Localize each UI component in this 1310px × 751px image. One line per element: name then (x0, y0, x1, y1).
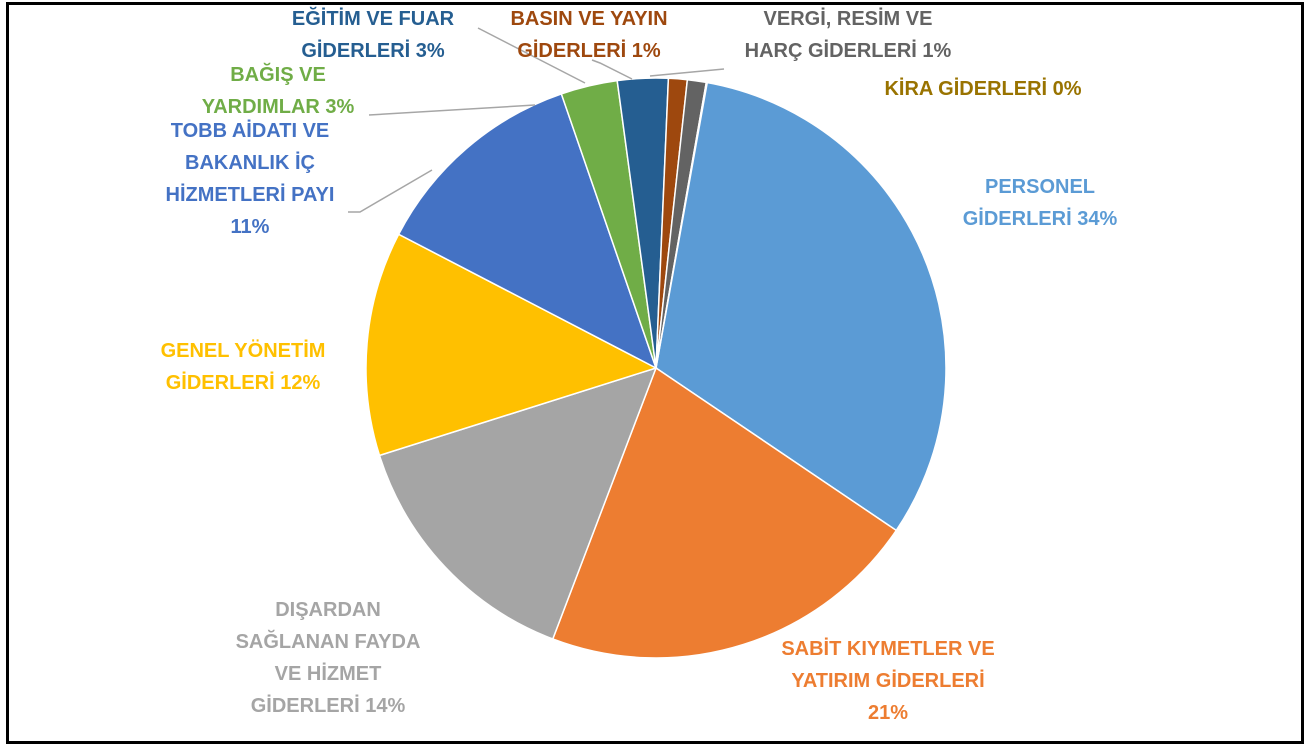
pie-slice-kira-giderleri (655, 81, 709, 369)
data-label-genel-yonetim-giderleri: GENEL YÖNETİM GİDERLERİ 12% (161, 339, 326, 394)
pie-slice-personel-giderleri (655, 77, 947, 532)
data-label-egitim-ve-fuar-giderleri: EĞİTİM VE FUAR GİDERLERİ 3% (292, 6, 455, 62)
data-label-basin-ve-yayin-giderleri: BASIN VE YAYIN GİDERLERİ 1% (510, 8, 667, 62)
leader-line-basin-ve-yayin-giderleri (591, 59, 633, 80)
pie-slice-disardan-saglanan-fayda-ve-hizmet-giderleri (378, 366, 658, 640)
leader-line-vergi-resim-ve-harc-giderleri (649, 68, 725, 77)
data-label-vergi-resim-ve-harc-giderleri: VERGİ, RESİM VE HARÇ GİDERLERİ 1% (745, 7, 952, 62)
leader-line-egitim-ve-fuar-giderleri (477, 27, 586, 84)
pie-slice-sabit-kiymetler-ve-yatirim-giderleri (551, 366, 898, 659)
data-label-personel-giderleri: PERSONEL GİDERLERİ 34% (963, 176, 1118, 230)
leader-line-bagis-ve-yardimlar (368, 104, 536, 116)
data-label-tobb-aidati-ve-bakanlik-ic-hizmetleri-payi: TOBB AİDATI VE BAKANLIK İÇ HİZMETLERİ PAYI… (166, 119, 335, 238)
data-label-disardan-saglanan-fayda-ve-hizmet-giderleri: DIŞARDAN SAĞLANAN FAYDA VE HİZMET GİDERLERİ… (236, 599, 421, 717)
data-label-bagis-ve-yardimlar: BAĞIŞ VE YARDIMLAR 3% (202, 62, 355, 118)
data-label-kira-giderleri: KİRA GİDERLERİ 0% (884, 77, 1081, 100)
pie-slice-genel-yonetim-giderleri (365, 233, 658, 457)
leader-line-tobb-aidati-ve-bakanlik-ic-hizmetleri-payi (348, 169, 433, 213)
pie-slice-tobb-aidati-ve-bakanlik-ic-hizmetleri-payi (397, 92, 658, 370)
data-label-sabit-kiymetler-ve-yatirim-giderleri: SABİT KIYMETLER VE YATIRIM GİDERLERİ 21% (781, 637, 994, 724)
